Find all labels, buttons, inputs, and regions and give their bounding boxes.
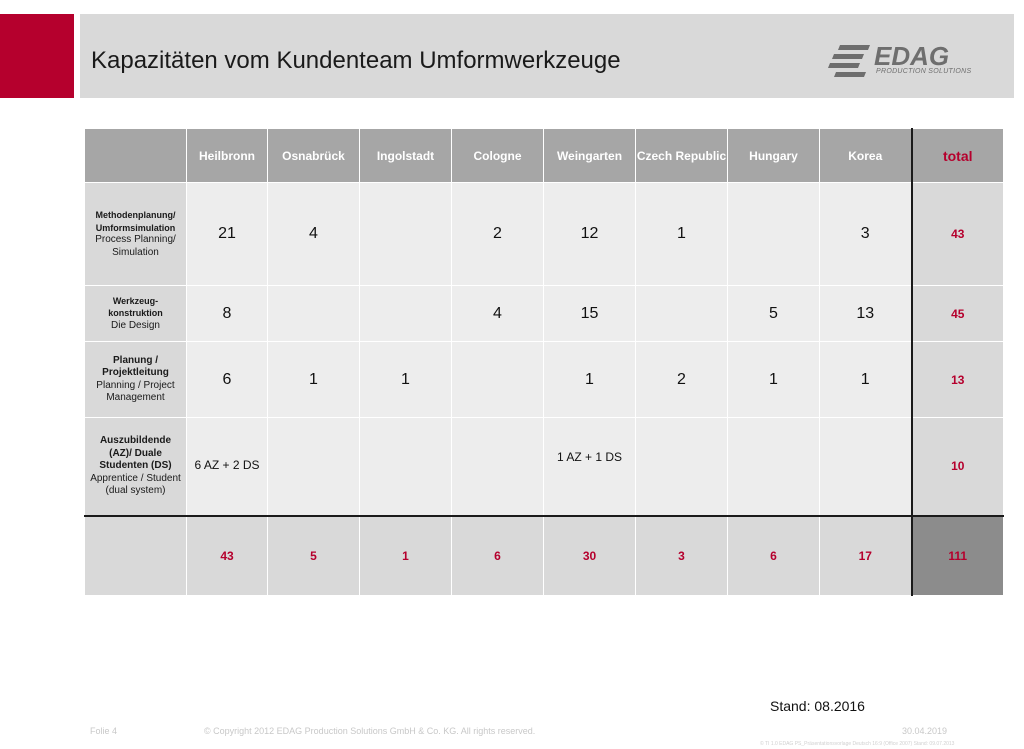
capacity-table: Heilbronn Osnabrück Ingolstadt Cologne W… (84, 128, 1004, 596)
table-cell: 6 (186, 341, 268, 418)
col-header: Osnabrück (267, 128, 360, 183)
col-header: Czech Republic (635, 128, 728, 183)
row-label: Methodenplanung/ Umformsimulation Proces… (84, 182, 187, 286)
sum-row: 43 5 1 6 30 3 6 17 111 (84, 514, 1004, 596)
column-sum: 6 (727, 514, 820, 596)
table-cell: 1 (635, 182, 728, 286)
table-row: Auszubildende (AZ)/ Duale Studenten (DS)… (84, 417, 1004, 516)
table-cell: 13 (819, 285, 912, 342)
column-sum: 17 (819, 514, 912, 596)
row-total: 10 (910, 417, 1004, 516)
footer-date: 30.04.2019 (902, 726, 948, 736)
table-cell: 1 (819, 341, 912, 418)
table-cell (451, 341, 544, 418)
table-cell: 1 (727, 341, 820, 418)
column-sum: 3 (635, 514, 728, 596)
table-cell (819, 417, 912, 516)
logo-subtitle: PRODUCTION SOLUTIONS (876, 68, 972, 75)
row-label-en: Die Design (111, 319, 160, 331)
col-header: Ingolstadt (359, 128, 452, 183)
corner-cell (84, 128, 187, 183)
accent-block (0, 14, 74, 98)
table-cell: 21 (186, 182, 268, 286)
column-sum: 1 (359, 514, 452, 596)
col-header: Cologne (451, 128, 544, 183)
table-cell: 15 (543, 285, 636, 342)
edag-stripes-icon (828, 45, 870, 77)
row-label-en: Planning / Project Management (96, 379, 175, 404)
table-cell: 1 (359, 341, 452, 418)
table-cell (267, 285, 360, 342)
row-label: Werkzeug-konstruktion Die Design (84, 285, 187, 342)
table-cell (359, 182, 452, 286)
table-row: Methodenplanung/ Umformsimulation Proces… (84, 182, 1004, 286)
row-total: 45 (910, 285, 1004, 342)
col-header: Heilbronn (186, 128, 268, 183)
col-header: Korea (819, 128, 912, 183)
row-total: 13 (910, 341, 1004, 418)
table-cell (635, 285, 728, 342)
column-sum: 30 (543, 514, 636, 596)
footer-slide-number: Folie 4 (90, 726, 118, 736)
row-label-en: Apprentice / Student (dual system) (90, 472, 181, 497)
table-cell: 2 (635, 341, 728, 418)
row-label-de: Planung / Projektleitung (102, 354, 169, 379)
table-cell (635, 417, 728, 516)
col-header: Weingarten (543, 128, 636, 183)
table-cell: 6 AZ + 2 DS (186, 417, 268, 516)
col-header: Hungary (727, 128, 820, 183)
sum-label-cell (84, 514, 187, 596)
row-total: 43 (910, 182, 1004, 286)
table-cell: 3 (819, 182, 912, 286)
grand-total: 111 (910, 514, 1004, 596)
header-row: Heilbronn Osnabrück Ingolstadt Cologne W… (84, 128, 1004, 183)
total-header: total (910, 128, 1004, 183)
table-row: Planung / Projektleitung Planning / Proj… (84, 341, 1004, 418)
row-label-de: Werkzeug-konstruktion (108, 295, 163, 319)
row-label: Auszubildende (AZ)/ Duale Studenten (DS)… (84, 417, 187, 516)
footer-copyright: © Copyright 2012 EDAG Production Solutio… (204, 726, 536, 736)
footer-template-note: © TI 1.0 EDAG PS_Präsentationsvorlage De… (760, 741, 955, 747)
table-cell: 8 (186, 285, 268, 342)
column-sum: 5 (267, 514, 360, 596)
logo-wordmark: EDAG (874, 41, 950, 71)
edag-logo: EDAG PRODUCTION SOLUTIONS (828, 41, 971, 79)
table-cell (267, 417, 360, 516)
table-cell (359, 285, 452, 342)
table-cell (359, 417, 452, 516)
table-cell (727, 182, 820, 286)
table-cell: 4 (267, 182, 360, 286)
table-cell: 4 (451, 285, 544, 342)
slide-title: Kapazitäten vom Kundenteam Umformwerkzeu… (91, 47, 621, 74)
column-sum: 43 (186, 514, 268, 596)
table-cell: 2 (451, 182, 544, 286)
table-row: Werkzeug-konstruktion Die Design 8 4 15 … (84, 285, 1004, 342)
column-sum: 6 (451, 514, 544, 596)
table-cell (727, 417, 820, 516)
table-cell (451, 417, 544, 516)
row-label-en: Process Planning/ Simulation (95, 234, 176, 258)
table-cell: 1 (267, 341, 360, 418)
row-label-de: Methodenplanung/ Umformsimulation (95, 210, 176, 233)
row-label-de: Auszubildende (AZ)/ Duale Studenten (DS) (99, 435, 172, 471)
row-label: Planung / Projektleitung Planning / Proj… (84, 341, 187, 418)
table-cell: 1 (543, 341, 636, 418)
stand-date: Stand: 08.2016 (770, 698, 865, 714)
table-cell: 5 (727, 285, 820, 342)
table-cell: 1 AZ + 1 DS (543, 417, 636, 516)
table-cell: 12 (543, 182, 636, 286)
